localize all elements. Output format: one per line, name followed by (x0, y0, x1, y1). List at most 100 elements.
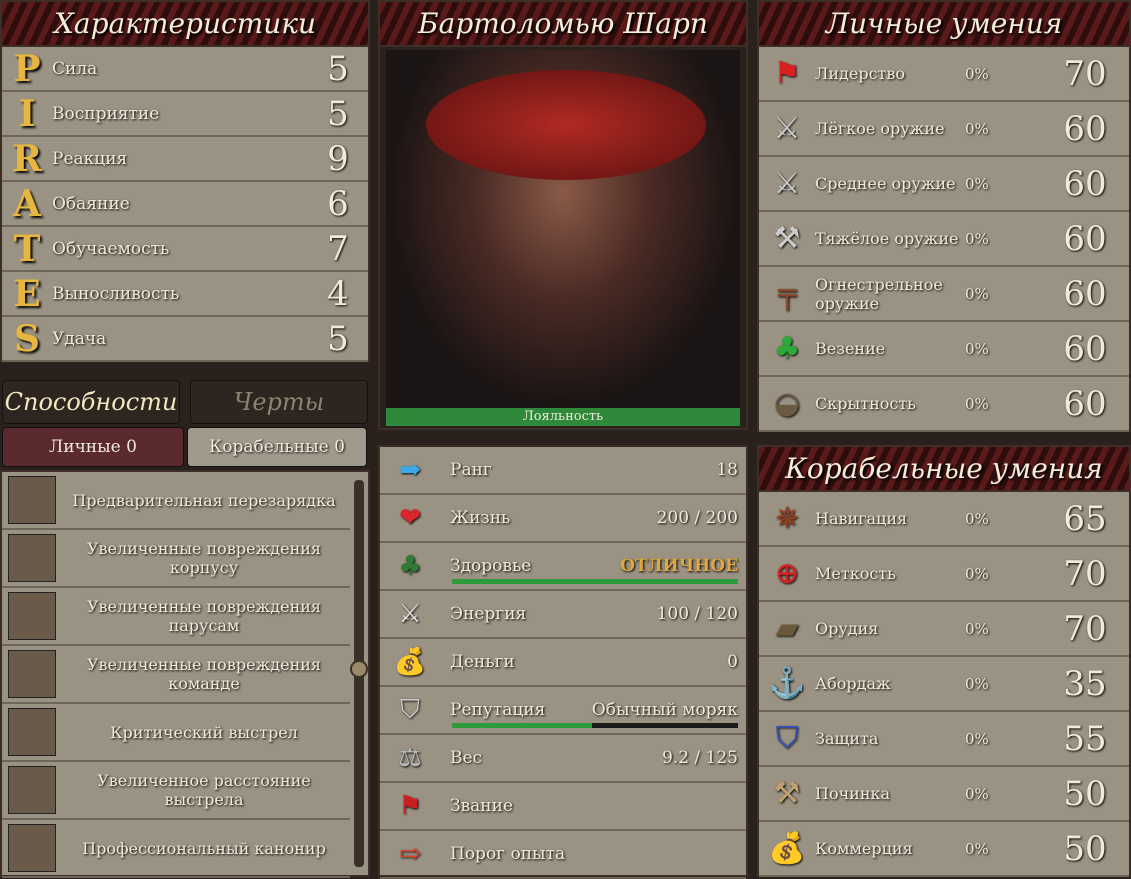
stat-value: 18 (716, 460, 738, 480)
hammer-icon: ⚒ (773, 776, 801, 811)
skill-label: Коммерция (815, 839, 913, 858)
flag-icon: ⚑ (398, 791, 422, 821)
tab-abilities[interactable]: Способности (2, 380, 180, 424)
ability-label: Увеличенные повреждения парусам (86, 597, 321, 635)
weight-icon: ⚖ (398, 743, 422, 773)
stat-label: Здоровье (450, 556, 532, 576)
character-name: Бартоломью Шарп (380, 2, 746, 47)
scrollbar-thumb[interactable] (350, 660, 368, 678)
stat-value: 0 (727, 652, 738, 672)
pirates-letter: T (13, 227, 41, 270)
grappling-hook-icon: ⚓ (768, 666, 806, 701)
stat-label: Ранг (450, 460, 492, 480)
stat-value: 100 / 120 (656, 604, 738, 624)
stat-label: Звание (450, 796, 514, 816)
personal-skills-panel: Личные умения ⚑ Лидерство 0% 70 ⚔ Лёгкое оруж… (757, 0, 1131, 432)
skill-label: Защита (815, 729, 879, 748)
skill-progress: 0% (965, 839, 989, 858)
skill-label: Орудия (815, 619, 879, 638)
ability-item[interactable]: Предварительная перезарядка (2, 472, 350, 530)
skill-progress: 0% (965, 729, 989, 748)
stat-row: ♣ Здоровье ОТЛИЧНОЕ (380, 543, 746, 591)
stat-value: 9.2 / 125 (661, 748, 738, 768)
skill-progress: 0% (965, 119, 989, 138)
skill-value: 60 (1063, 163, 1107, 204)
subtab-ship[interactable]: Корабельные 0 (187, 427, 367, 467)
personal-skills-title: Личные умения (759, 2, 1129, 47)
loyalty-bar: Лояльность (386, 408, 740, 426)
ship-skills-panel: Корабельные умения ✵ Навигация 0% 65 ⊕ Меткос… (757, 445, 1131, 877)
ability-item[interactable]: Профессиональный канонир (2, 820, 350, 878)
stat-label: Энергия (450, 604, 527, 624)
characteristic-row: E Выносливость 4 (2, 272, 368, 317)
compass-icon: ✵ (774, 501, 800, 536)
skill-label: Меткость (815, 564, 896, 583)
characteristic-row: I Восприятие 5 (2, 92, 368, 137)
crossed-swords-icon: ⚔ (398, 599, 422, 629)
ship-skills-title: Корабельные умения (759, 447, 1129, 492)
portrait-panel: Бартоломью Шарп Лояльность (378, 0, 748, 430)
stat-bar (452, 579, 738, 584)
character-portrait (386, 50, 740, 408)
clover-icon: ♣ (398, 551, 422, 581)
ability-item[interactable]: Увеличенное расстояние выстрела (2, 762, 350, 820)
skill-label: Тяжёлое оружие (815, 229, 959, 248)
skill-progress: 0% (965, 229, 989, 248)
skill-progress: 0% (965, 784, 989, 803)
skill-row: ⚒ Тяжёлое оружие 0% 60 (759, 212, 1129, 267)
skill-value: 60 (1063, 383, 1107, 424)
hat (426, 70, 706, 180)
reload-icon (8, 476, 56, 524)
ability-label: Увеличенное расстояние выстрела (97, 771, 311, 809)
stat-row: ⇨ Порог опыта (380, 831, 746, 879)
ability-item[interactable]: Увеличенные повреждения корпусу (2, 530, 350, 588)
ability-item[interactable]: Увеличенные повреждения парусам (2, 588, 350, 646)
cannon-range-icon (8, 766, 56, 814)
ability-label: Профессиональный канонир (82, 838, 326, 858)
skill-label: Лёгкое оружие (815, 119, 945, 138)
skill-label: Абордаж (815, 674, 891, 693)
skill-label: Огнестрельное оружие (815, 274, 943, 313)
ability-label: Увеличенные повреждения команде (86, 655, 321, 693)
skill-row: ⚑ Лидерство 0% 70 (759, 47, 1129, 102)
skill-row: ⚓ Абордаж 0% 35 (759, 657, 1129, 712)
stat-bar-fill (452, 579, 738, 584)
skill-value: 70 (1063, 553, 1107, 594)
stat-bar-fill (452, 723, 593, 728)
stat-row: ⚖ Вес 9.2 / 125 (380, 735, 746, 783)
pirates-letter: P (13, 47, 41, 90)
stat-row: ❤ Жизнь 200 / 200 (380, 495, 746, 543)
skill-label: Починка (815, 784, 891, 803)
skill-value: 60 (1063, 273, 1107, 314)
ability-item[interactable]: Увеличенные повреждения команде (2, 646, 350, 704)
skill-label: Навигация (815, 509, 908, 528)
skill-row: ⚔ Лёгкое оружие 0% 60 (759, 102, 1129, 157)
crosshair-icon (8, 708, 56, 756)
subtab-personal[interactable]: Личные 0 (2, 427, 184, 467)
money-bag-icon: 💰 (393, 647, 427, 677)
skill-label: Лидерство (815, 64, 906, 83)
stat-row: ⚔ Энергия 100 / 120 (380, 591, 746, 639)
skill-row: ╤ Огнестрельное оружие 0% 60 (759, 267, 1129, 322)
skill-label: Везение (815, 339, 886, 358)
ability-item[interactable]: Критический выстрел (2, 704, 350, 762)
characteristic-row: A Обаяние 6 (2, 182, 368, 227)
target-icon: ⊕ (774, 556, 800, 591)
money-bag-icon: 💰 (768, 831, 806, 866)
scrollbar[interactable] (350, 480, 368, 867)
rank-arrow-icon: ➡ (399, 455, 421, 485)
skill-progress: 0% (965, 564, 989, 583)
pirates-letter: E (13, 272, 41, 315)
stat-label: Жизнь (450, 508, 511, 528)
skill-value: 70 (1063, 53, 1107, 94)
skill-progress: 0% (965, 284, 989, 303)
pirates-letter: A (13, 182, 41, 225)
skill-value: 50 (1063, 773, 1107, 814)
tab-traits[interactable]: Черты (190, 380, 368, 424)
stat-row: ⚑ Звание (380, 783, 746, 831)
skill-progress: 0% (965, 509, 989, 528)
ability-label: Увеличенные повреждения корпусу (86, 539, 321, 577)
skill-value: 70 (1063, 608, 1107, 649)
skill-row: ⚔ Среднее оружие 0% 60 (759, 157, 1129, 212)
heavy-weapon-icon: ⚒ (773, 221, 801, 256)
